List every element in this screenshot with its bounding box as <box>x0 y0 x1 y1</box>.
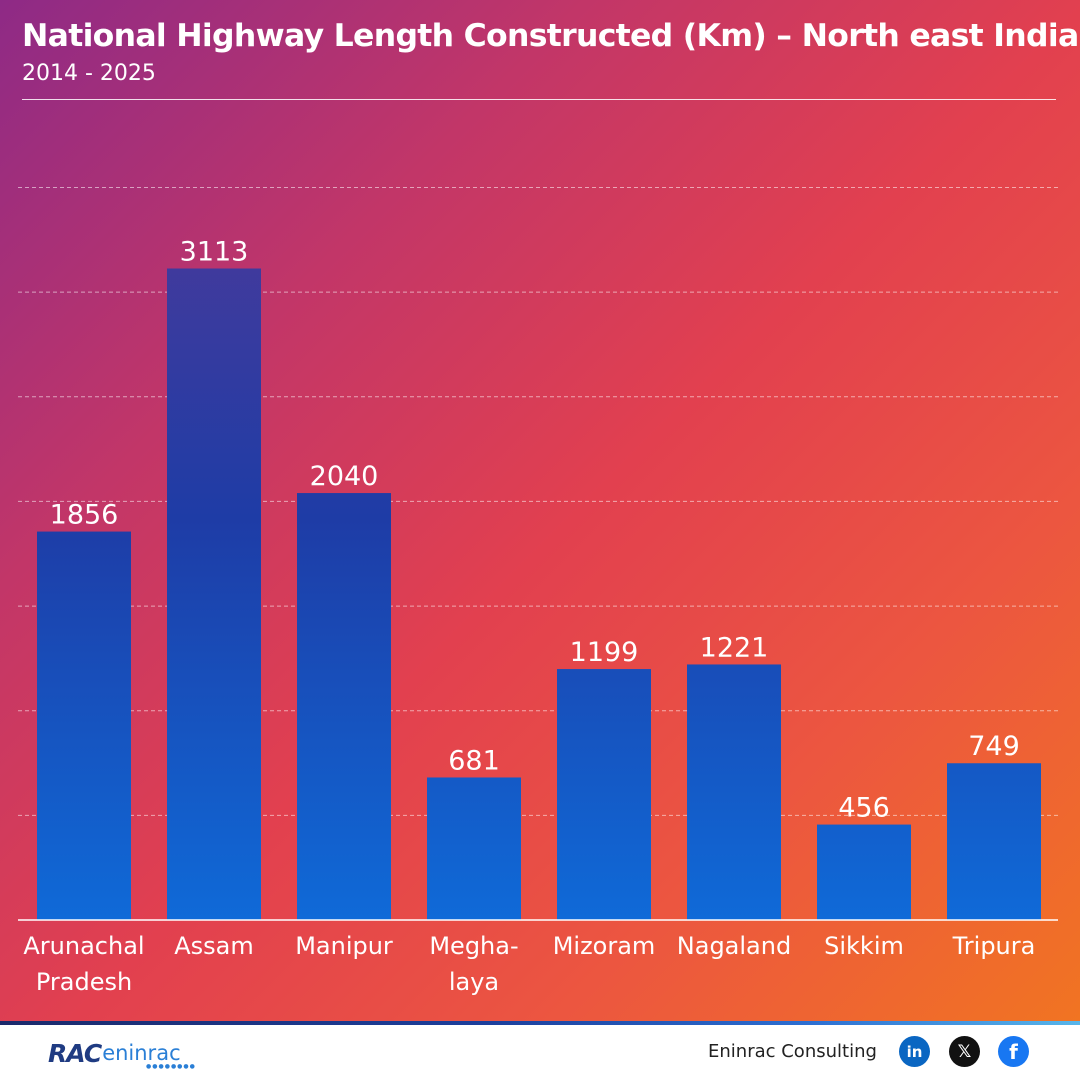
chart-title: National Highway Length Constructed (Km)… <box>22 18 1079 54</box>
gridlines <box>18 187 1058 816</box>
bar[interactable] <box>37 531 131 920</box>
chart-subtitle: 2014 - 2025 <box>22 61 156 86</box>
x-icon[interactable]: 𝕏 <box>949 1036 980 1067</box>
category-label: Nagaland <box>677 932 791 960</box>
bar[interactable] <box>947 763 1041 920</box>
category-label: Megha- <box>429 932 518 960</box>
eninrac-logo: RAC eninrac ●●●●●●●● <box>48 1038 195 1071</box>
bar[interactable] <box>167 268 261 921</box>
value-label: 681 <box>448 745 500 776</box>
category-label: Mizoram <box>553 932 656 960</box>
value-label: 456 <box>838 793 890 824</box>
bar-chart: 1856 3113 2040 681 1199 1221 456 749 Arunachal P… <box>18 187 1058 996</box>
logo-dots: ●●●●●●●● <box>146 1063 196 1070</box>
bar[interactable] <box>557 669 651 920</box>
footer: RAC eninrac ●●●●●●●● Eninrac Consulting … <box>0 1025 1080 1080</box>
value-label: 749 <box>968 731 1020 762</box>
value-label: 1856 <box>50 500 119 531</box>
category-label: laya <box>449 968 499 996</box>
bar[interactable] <box>297 493 391 920</box>
category-label: Tripura <box>952 932 1036 960</box>
category-labels: Arunachal Pradesh Assam Manipur Megha-laya Mi… <box>23 932 1035 996</box>
value-labels: 1856 3113 2040 681 1199 1221 456 749 <box>50 236 1020 823</box>
linkedin-icon[interactable]: in <box>899 1036 930 1067</box>
footer-stripe <box>0 1021 1080 1025</box>
logo-mark: RAC <box>48 1038 102 1068</box>
bar[interactable] <box>817 824 911 920</box>
category-label: Pradesh <box>36 968 132 996</box>
value-label: 1199 <box>570 637 639 668</box>
bar[interactable] <box>427 777 521 920</box>
logo-wordmark: eninrac <box>102 1041 181 1065</box>
category-label: Sikkim <box>824 932 904 960</box>
company-name: Eninrac Consulting <box>708 1041 877 1062</box>
bar-series <box>37 268 1041 921</box>
bar[interactable] <box>687 664 781 920</box>
facebook-icon[interactable]: f <box>998 1036 1029 1067</box>
value-label: 2040 <box>310 461 379 492</box>
title-divider <box>22 99 1056 100</box>
category-label: Manipur <box>295 932 393 960</box>
category-label: Arunachal <box>23 932 144 960</box>
value-label: 3113 <box>180 236 249 267</box>
value-label: 1221 <box>700 632 769 663</box>
category-label: Assam <box>174 932 254 960</box>
